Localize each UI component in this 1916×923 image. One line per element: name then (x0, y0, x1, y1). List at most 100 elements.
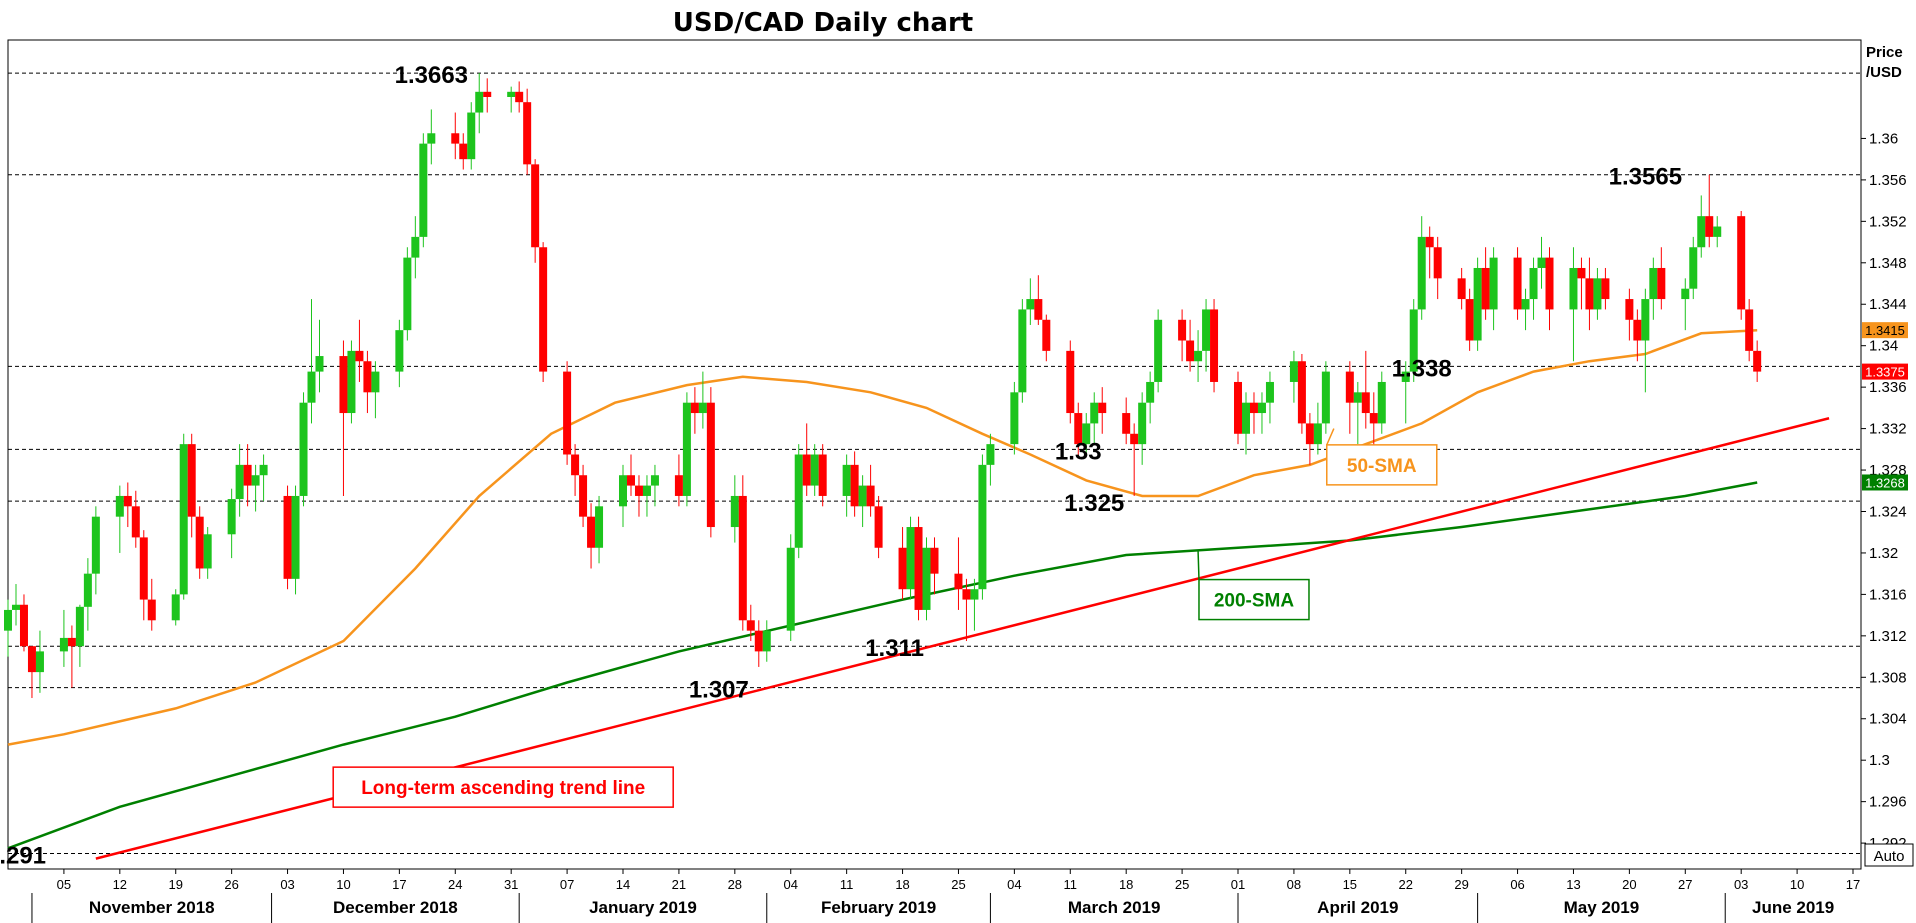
candle (227, 488, 236, 559)
candle (1681, 278, 1690, 331)
candle (1241, 392, 1250, 455)
candle-body (563, 371, 572, 455)
candle (922, 537, 931, 621)
candle-body (1409, 309, 1418, 372)
sma-label-frame (1198, 578, 1310, 621)
candle-body (850, 464, 859, 507)
candle (1705, 174, 1714, 248)
candle-body (898, 547, 907, 590)
candle (1082, 413, 1091, 455)
candle-body (1146, 381, 1155, 403)
candle-body (1649, 267, 1658, 300)
candle (970, 578, 979, 631)
candle (75, 604, 84, 667)
x-tick-label: 11 (1064, 877, 1078, 892)
auto-button-frame[interactable] (1864, 843, 1914, 867)
price-tag-label: 1.3375 (1865, 365, 1905, 380)
candle (1194, 330, 1203, 382)
price-tag-bg (1862, 474, 1908, 491)
candle-body (1361, 392, 1370, 414)
x-tick-label: 15 (1343, 877, 1357, 892)
candle (1465, 288, 1474, 351)
candle (1361, 350, 1370, 429)
candle-body (1313, 423, 1322, 445)
candle-body (307, 371, 316, 403)
candle-body (1138, 402, 1147, 445)
candle (515, 81, 524, 113)
month-label: June 2019 (1752, 898, 1834, 917)
candle (1345, 361, 1354, 434)
x-tick-label: 26 (224, 877, 238, 892)
candles (4, 73, 1762, 699)
candle-body (147, 599, 156, 621)
candle-body (690, 402, 699, 414)
y-tick-label: 1.352 (1869, 213, 1907, 230)
candle-body (1090, 402, 1099, 424)
candle-body (1753, 350, 1762, 372)
x-tick-label: 05 (57, 877, 71, 892)
auto-button-label[interactable]: Auto (1874, 848, 1905, 865)
candle (427, 109, 436, 165)
candle (1066, 340, 1075, 424)
x-tick-label: 29 (1454, 877, 1468, 892)
candle-body (1345, 371, 1354, 403)
candle (866, 464, 875, 517)
candle-body (922, 547, 931, 610)
candle (507, 86, 516, 113)
x-tick-label: 28 (728, 877, 742, 892)
candle-body (1154, 319, 1163, 382)
candle (1249, 392, 1258, 434)
candle-body (187, 444, 196, 517)
moving-averages (7, 328, 1758, 850)
candle (467, 102, 476, 170)
level-label: 1.307 (689, 677, 749, 704)
candle (1545, 247, 1554, 331)
sma-label-text: 50-SMA (1347, 456, 1417, 477)
candle-body (27, 646, 36, 673)
candle (1202, 299, 1211, 372)
candle-body (1249, 402, 1258, 414)
candle-body (1241, 402, 1250, 434)
candle (634, 475, 643, 517)
candle (730, 475, 739, 543)
price-axis-unit-2: /USD (1866, 64, 1902, 81)
candle-body (483, 91, 492, 97)
candle-body (1305, 423, 1314, 445)
candle (842, 454, 851, 517)
candle-body (698, 402, 707, 414)
candle (563, 361, 572, 465)
candle-body (1529, 267, 1538, 300)
candle-body (1633, 319, 1642, 341)
candle-body (523, 102, 532, 165)
candle (483, 78, 492, 113)
y-tick-label: 1.356 (1869, 172, 1907, 189)
candle (762, 620, 771, 662)
level-label: 1.3565 (1609, 164, 1682, 191)
x-tick-label: 03 (1734, 877, 1748, 892)
month-label: March 2019 (1068, 898, 1161, 917)
x-tick-label: 04 (783, 877, 797, 892)
candle-body (978, 464, 987, 590)
candle (650, 464, 659, 507)
y-tick-label: 1.304 (1869, 711, 1907, 728)
x-tick-label: 21 (672, 877, 686, 892)
candle-body (1130, 433, 1139, 445)
auto-scale-button[interactable]: Auto (1864, 843, 1914, 867)
sma-line (7, 481, 1758, 850)
candle-body (962, 589, 971, 600)
candle (1377, 371, 1386, 434)
candle (1074, 402, 1083, 455)
candle (291, 485, 300, 595)
candle-body (1577, 267, 1586, 279)
y-tick-label: 1.324 (1869, 503, 1907, 520)
candle-body (1010, 392, 1019, 445)
candle-body (674, 475, 683, 496)
candle (1425, 226, 1434, 279)
candle-body (1713, 226, 1722, 237)
candle (930, 537, 939, 595)
candle-body (794, 454, 803, 548)
candle-body (419, 143, 428, 237)
y-tick-label: 1.312 (1869, 628, 1907, 645)
candle (35, 630, 44, 693)
